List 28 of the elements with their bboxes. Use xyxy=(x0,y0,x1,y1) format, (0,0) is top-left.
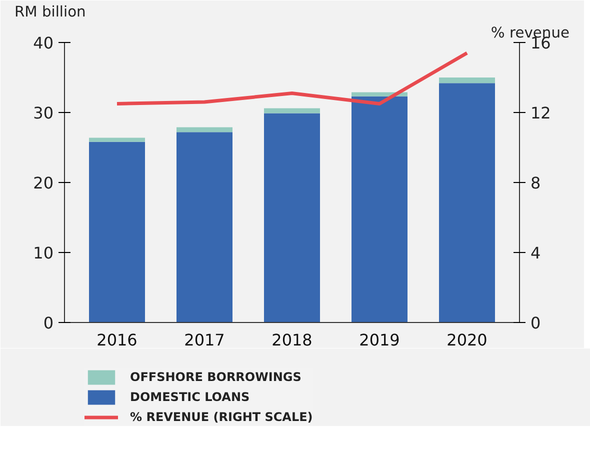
bar xyxy=(89,142,145,322)
bar xyxy=(264,113,320,322)
y-tick-label: 10 xyxy=(33,244,54,262)
y2-tick-label: 4 xyxy=(530,244,541,262)
bar xyxy=(176,132,232,322)
x-tick-label: 2020 xyxy=(446,330,488,350)
x-tick-label: 2016 xyxy=(96,330,138,350)
bar xyxy=(264,108,320,114)
x-tick-label: 2019 xyxy=(359,330,400,350)
x-tick-label: 2018 xyxy=(272,330,312,350)
bar xyxy=(176,127,232,132)
x-tick-label: 2017 xyxy=(184,330,225,350)
bar xyxy=(439,83,495,322)
line-series xyxy=(115,51,469,106)
legend-label: % REVENUE (RIGHT SCALE) xyxy=(130,409,313,426)
y-tick-label: 40 xyxy=(33,34,54,52)
y2-tick-label: 8 xyxy=(530,174,541,192)
legend-label: OFFSHORE BORROWINGS xyxy=(130,369,302,386)
y2-tick-label: 0 xyxy=(530,314,541,332)
bar xyxy=(352,96,408,322)
y-tick-label: 30 xyxy=(33,104,54,122)
y-tick-label: 0 xyxy=(43,314,54,332)
y2-tick-label: 12 xyxy=(530,104,551,122)
legend-label: DOMESTIC LOANS xyxy=(130,389,250,406)
y-axis-title: RM billion xyxy=(14,4,86,20)
bar xyxy=(89,138,145,142)
y-tick-label: 20 xyxy=(33,174,54,192)
bar xyxy=(439,78,495,84)
